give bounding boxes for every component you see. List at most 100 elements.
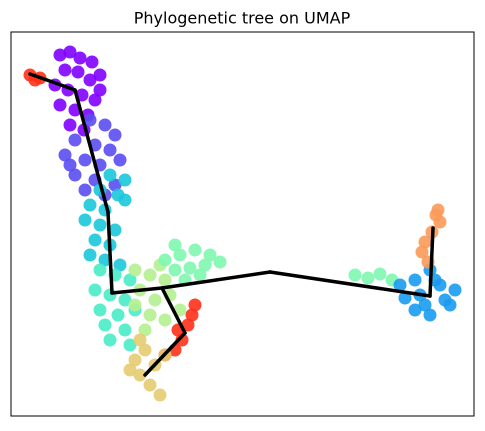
chart-title: Phylogenetic tree on UMAP [134,9,351,28]
point [133,368,147,382]
point [58,63,72,77]
point [83,248,97,262]
point [198,258,212,272]
point [93,218,107,232]
point [103,333,117,347]
point [181,318,195,332]
point [78,183,92,197]
point [83,113,97,127]
point [103,288,117,302]
point [111,308,125,322]
point [143,268,157,282]
point [128,263,142,277]
point [348,268,362,282]
point [168,263,182,277]
point [361,271,375,285]
point [108,223,122,237]
point [113,258,127,272]
point [373,267,387,281]
plot-frame [10,31,475,417]
point [73,51,87,65]
point [188,298,202,312]
point [138,343,152,357]
point [83,198,97,212]
point [108,128,122,142]
point [143,378,157,392]
point [88,233,102,247]
point [93,263,107,277]
tree-edge [160,270,272,290]
point [415,245,429,259]
point [58,148,72,162]
point [143,308,157,322]
point [429,208,443,222]
point [93,83,107,97]
point [88,93,102,107]
point [203,248,217,262]
point [133,333,147,347]
tree-edge [106,210,114,295]
point [118,193,132,207]
point [123,273,137,287]
point [193,268,207,282]
point [118,293,132,307]
tree-edge [73,88,110,214]
point [173,248,187,262]
point [85,55,99,69]
tree-edge [268,270,432,298]
point [78,213,92,227]
point [128,298,142,312]
point [423,308,437,322]
point [63,45,77,59]
point [148,293,162,307]
point [118,323,132,337]
tree-edge [28,72,77,92]
point [68,133,82,147]
point [448,283,462,297]
point [98,118,112,132]
point [98,253,112,267]
point [123,363,137,377]
point [83,73,97,87]
point [408,303,422,317]
point [168,238,182,252]
point [71,65,85,79]
point [103,143,117,157]
point [113,153,127,167]
tree-edge [110,286,164,295]
point [103,168,117,182]
point [88,283,102,297]
point [185,308,199,322]
point [418,298,432,312]
point [213,255,227,269]
point [418,235,432,249]
point [108,178,122,192]
point [128,353,142,367]
point [78,153,92,167]
point [98,318,112,332]
tree-edge [143,331,187,377]
point [158,313,172,327]
point [175,333,189,347]
point [393,278,407,292]
point [188,243,202,257]
point [138,323,152,337]
point [118,173,132,187]
tree-edge [428,226,435,298]
point [158,273,172,287]
point [93,303,107,317]
point [68,168,82,182]
point [63,158,77,172]
point [123,338,137,352]
point [93,68,107,82]
point [398,291,412,305]
point [53,98,67,112]
point [183,261,197,275]
point [153,388,167,402]
tree-edge [160,286,187,335]
point [408,273,422,287]
point [53,48,67,62]
point [443,298,457,312]
